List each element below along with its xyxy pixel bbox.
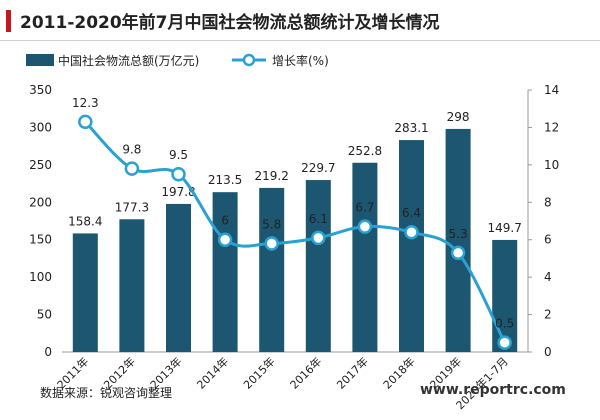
axes: 0 50 100 150 200 250 300 350 0 2 4 6 8 10 12 14 [29,83,559,359]
legend-bar-label: 中国社会物流总额(万亿元) [58,53,199,68]
x-tick-label: 2014年 [194,354,231,391]
legend-bar-swatch [26,54,54,66]
line-point [124,161,140,176]
y-left-tick-label: 150 [29,233,52,247]
bar [399,140,424,352]
growth-rate-line [84,120,507,344]
bar-value-label: 229.7 [301,161,335,175]
bar-value-label: 219.2 [255,169,289,183]
bar-value-label: 149.7 [488,221,522,235]
line-value-label: 6.4 [402,206,421,220]
line-point [404,224,419,240]
title-accent-bar [6,10,11,32]
title-divider [0,40,600,41]
bar-value-label: 252.8 [348,144,382,158]
line-value-label: 6 [221,214,229,228]
y-left-tick-label: 100 [29,270,52,284]
x-tick-label: 2017年 [334,354,371,391]
line-point [171,166,186,182]
bar [492,239,518,352]
x-tick-label: 2018年 [380,354,417,391]
bar [305,180,331,352]
line-value-label: 6.1 [309,212,328,226]
line-value-labels: 12.3 9.8 9.5 6 5.8 6.1 6.7 6.4 5.3 0.5 [72,96,514,331]
line-point [450,245,466,261]
y-left-tick-label: 350 [29,83,52,97]
bar [352,162,378,352]
line-point [311,230,326,246]
bar [259,187,285,352]
source-note: 数据来源：锐观咨询整理 [40,386,173,400]
y-left-tick-label: 200 [29,195,52,209]
line-point [357,219,373,234]
y-right-tick-label: 12 [544,120,559,134]
bar-value-labels: 158.4 177.3 197.8 213.5 219.2 229.7 252.8 283.1… [68,110,522,235]
y-right-tick-label: 0 [544,345,552,359]
y-right-tick-label: 8 [544,195,552,209]
line-point [217,232,233,247]
y-right-tick-label: 14 [544,83,559,97]
bar-value-label: 283.1 [394,121,428,135]
line-value-label: 9.5 [169,148,188,162]
legend-line-label: 增长率(%) [272,53,329,68]
y-left-tick-label: 250 [29,158,52,172]
line-value-label: 5.3 [449,227,468,241]
y-right-tick-label: 10 [544,158,559,172]
line-point [497,335,512,350]
bar [445,128,471,352]
y-left-tick-label: 0 [44,345,52,359]
bar [72,233,98,352]
line-value-label: 12.3 [72,96,99,110]
legend: 中国社会物流总额(万亿元) 增长率(%) [26,53,329,68]
bar-value-label: 213.5 [208,173,242,187]
y-left-tick-label: 300 [29,120,52,134]
line-value-label: 0.5 [495,317,514,331]
title-bar: 2011-2020年前7月中国社会物流总额统计及增长情况 [0,0,600,38]
line-value-label: 9.8 [122,143,141,157]
x-tick-label: 2015年 [240,354,277,391]
y-right-tick-label: 6 [544,233,552,247]
y-right-tick-label: 2 [544,308,552,322]
bar-value-label: 197.8 [161,185,195,199]
bar [166,203,191,352]
bar-value-label: 177.3 [115,200,149,214]
bar-value-label: 158.4 [68,214,102,228]
line-point [264,236,279,251]
y-left-tick-label: 50 [37,308,52,322]
bar-series [72,128,518,352]
y-right-tick-label: 4 [544,270,552,284]
bar [119,219,145,352]
line-point [78,114,93,130]
watermark: www.reportrc.com [420,382,566,398]
chart-title: 2011-2020年前7月中国社会物流总额统计及增长情况 [20,13,440,33]
x-tick-label: 2016年 [287,354,324,391]
line-series [78,114,512,350]
line-value-label: 5.8 [262,217,281,231]
bar [212,192,238,352]
legend-line-marker [242,53,256,67]
bar-value-label: 298 [447,110,470,124]
line-value-label: 6.7 [355,201,374,215]
